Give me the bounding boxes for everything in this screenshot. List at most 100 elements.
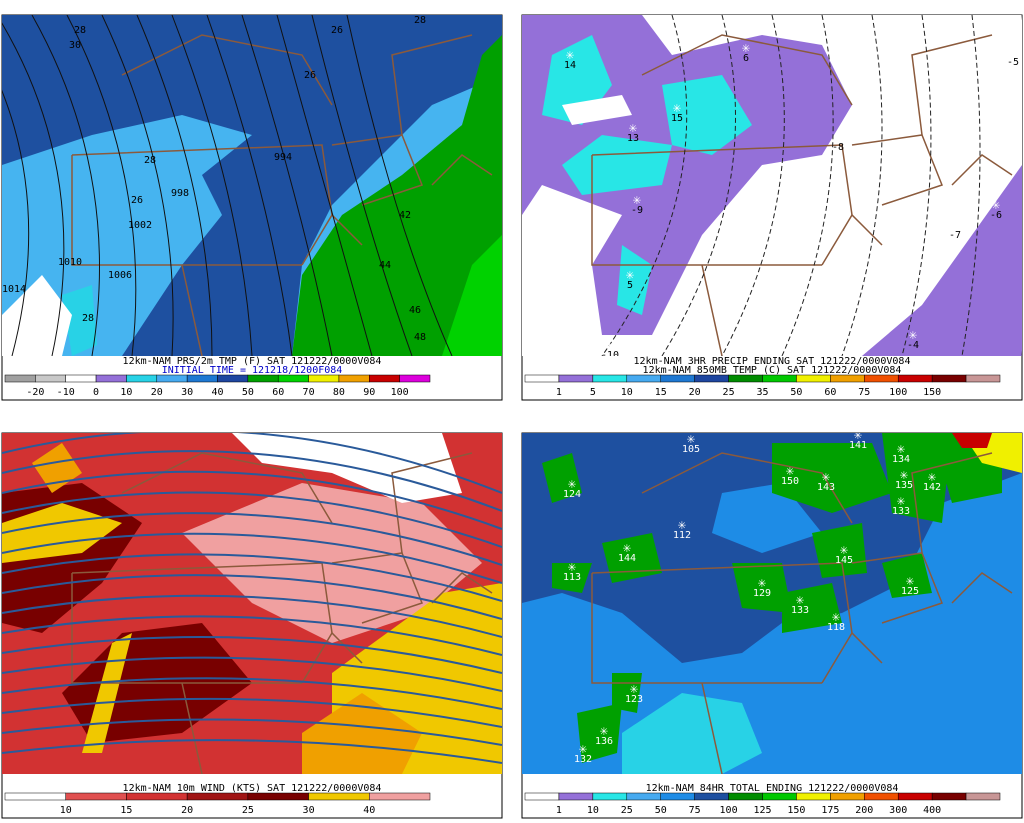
colorbar-label: 400 <box>923 805 941 816</box>
map-label: 28 <box>82 313 94 324</box>
colorbar-label: 90 <box>363 387 375 398</box>
colorbar-label: 75 <box>689 805 701 816</box>
state-border <box>301 631 363 684</box>
colorbar-segment <box>558 374 594 383</box>
colorbar-label: 1 <box>556 387 562 398</box>
state-border <box>821 631 883 684</box>
colorbar-segment <box>524 792 560 801</box>
map-fields <box>522 15 1022 356</box>
streamline <box>2 697 502 728</box>
map-label: 132 <box>574 754 592 765</box>
colorbar-label: 100 <box>889 387 907 398</box>
map-label: 105 <box>682 444 700 455</box>
map-label: 142 <box>923 482 941 493</box>
map-fields <box>522 433 1022 774</box>
isotherm <box>841 15 883 356</box>
streamline <box>2 739 502 764</box>
colorbar-segment <box>4 374 36 383</box>
snow-marker: ✳ <box>897 441 906 457</box>
map-region <box>62 285 97 356</box>
colorbar-label: 20 <box>151 387 163 398</box>
colorbar-segment <box>156 374 188 383</box>
isotherm <box>661 15 736 356</box>
panel: 28 30 26 28 26 28 998 26 1002 1010 1014 1006 28 42 44 4… <box>1 14 503 401</box>
map-region <box>32 443 422 774</box>
map-label: 150 <box>781 476 799 487</box>
colorbar-label: 30 <box>303 805 315 816</box>
colorbar-label: 100 <box>720 805 738 816</box>
state-border <box>121 34 333 106</box>
colorbar-segment <box>762 374 797 383</box>
isobar <box>311 15 413 356</box>
snow-marker: ✳ <box>629 120 638 136</box>
colorbar-segment <box>592 374 628 383</box>
map-label: 6 <box>743 53 749 64</box>
isobar <box>276 15 373 356</box>
map-label: 26 <box>304 70 316 81</box>
colorbar-segment <box>626 792 661 801</box>
isobar <box>136 15 213 356</box>
state-border <box>71 155 302 266</box>
map-label: 144 <box>618 553 636 564</box>
map-label: 5 <box>627 280 633 291</box>
colorbar-label: -20 <box>26 387 44 398</box>
snow-marker: ✳ <box>900 467 909 483</box>
colorbar-label: 50 <box>790 387 802 398</box>
snow-marker: ✳ <box>909 327 918 343</box>
streamline <box>2 656 502 692</box>
panel: ✳14✳6✳15✳13✳5✳-5✳-6✳-7✳-9✳-8✳-4✳-1012km-… <box>521 14 1023 401</box>
colorbar-label: 1 <box>556 805 562 816</box>
map: 28 30 26 28 26 28 998 26 1002 1010 1014 1006 28 42 44 4… <box>2 15 502 356</box>
state-border <box>701 264 723 356</box>
snow-marker: ✳ <box>832 609 841 625</box>
map-label: 28 <box>74 25 86 36</box>
colorbar-label: 80 <box>333 387 345 398</box>
snow-marker: ✳ <box>758 575 767 591</box>
map-label: 133 <box>791 605 809 616</box>
map-label: 13 <box>627 133 639 144</box>
snow-marker: ✳ <box>786 463 795 479</box>
map-region <box>2 15 502 356</box>
state-border <box>911 34 993 136</box>
colorbar-segment <box>660 374 695 383</box>
map-region <box>542 433 1002 763</box>
snow-marker: ✳ <box>600 723 609 739</box>
colorbar-label: 15 <box>120 805 132 816</box>
map-label: 994 <box>274 152 292 163</box>
colorbar-label: 50 <box>655 805 667 816</box>
map-label: -7 <box>949 230 961 241</box>
snow-marker: ✳ <box>606 337 615 353</box>
streamline <box>2 491 502 548</box>
isobar <box>2 89 30 356</box>
snow-marker: ✳ <box>623 540 632 556</box>
map-label: -8 <box>832 142 844 153</box>
snow-marker: ✳ <box>630 681 639 697</box>
colorbar-label: 10 <box>621 387 633 398</box>
state-border <box>431 154 493 186</box>
state-border <box>851 552 943 624</box>
map-label: 145 <box>835 555 853 566</box>
streamline <box>2 677 502 710</box>
streamline <box>2 512 502 566</box>
map-label: 133 <box>892 506 910 517</box>
state-border <box>701 682 723 774</box>
streamline <box>2 615 502 656</box>
streamline <box>2 553 502 602</box>
isobar <box>346 15 453 356</box>
colorbar-label: 35 <box>756 387 768 398</box>
streamline <box>2 470 502 530</box>
state-border <box>431 572 493 604</box>
colorbar-segment <box>728 374 763 383</box>
caption: 12km-NAM PRS/2m TMP (F) SAT 121222/0000V… <box>123 356 382 367</box>
state-border <box>641 34 853 106</box>
isobar <box>2 22 65 356</box>
snow-marker: ✳ <box>854 427 863 443</box>
colorbar-label: 200 <box>855 805 873 816</box>
colorbar-label: 40 <box>363 805 375 816</box>
state-border <box>591 562 853 634</box>
snow-marker: ✳ <box>822 469 831 485</box>
colorbar-label: 20 <box>689 387 701 398</box>
colorbar-segment <box>931 792 967 801</box>
state-border <box>301 213 363 266</box>
